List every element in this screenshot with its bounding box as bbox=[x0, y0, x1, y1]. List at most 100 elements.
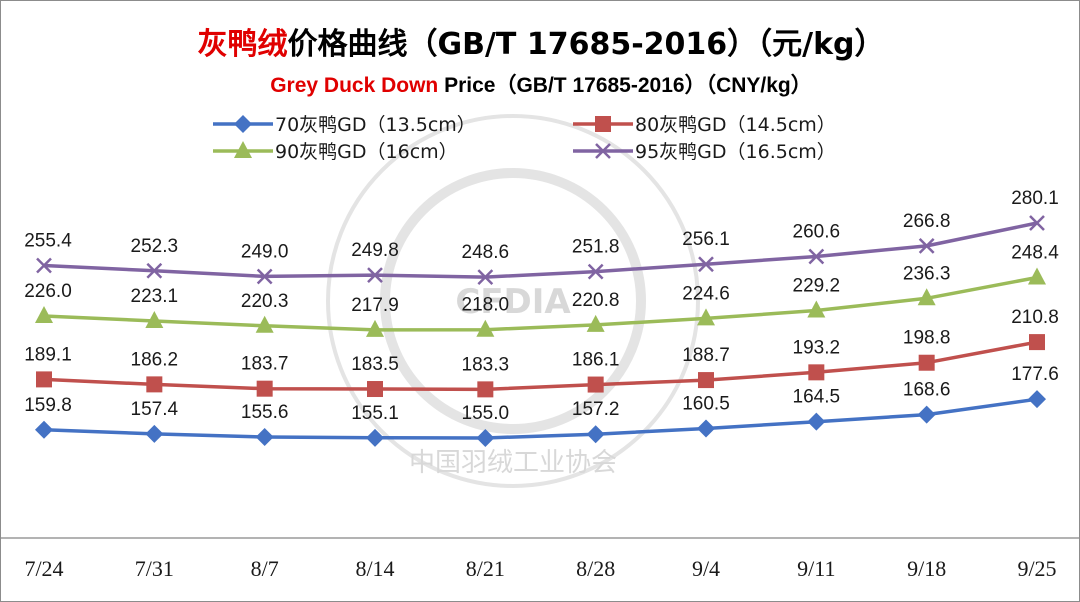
chart-subtitle: Grey Duck Down Price（GB/T 17685-2016）（CN… bbox=[1, 69, 1080, 99]
data-label: 157.4 bbox=[131, 399, 179, 420]
data-point bbox=[256, 268, 273, 285]
data-label: 229.2 bbox=[793, 275, 841, 296]
data-label: 220.3 bbox=[241, 291, 289, 312]
data-point bbox=[587, 376, 604, 393]
data-label: 260.6 bbox=[793, 222, 841, 243]
data-point bbox=[807, 300, 826, 318]
legend-label: 90灰鸭GD（16cm） bbox=[275, 141, 458, 163]
data-label: 255.4 bbox=[24, 230, 72, 251]
data-label: 256.1 bbox=[682, 229, 730, 250]
data-point bbox=[586, 425, 605, 444]
data-point bbox=[255, 315, 274, 333]
data-point bbox=[35, 305, 53, 323]
series-line bbox=[43, 275, 1038, 332]
data-label: 155.6 bbox=[241, 402, 289, 423]
data-label: 252.3 bbox=[131, 236, 179, 257]
data-label: 248.4 bbox=[1011, 242, 1059, 263]
data-label: 188.7 bbox=[682, 345, 730, 366]
data-point bbox=[36, 371, 52, 388]
x-tick-label: 9/18 bbox=[907, 556, 946, 581]
title-highlight: 灰鸭绒 bbox=[197, 27, 288, 62]
data-point bbox=[807, 412, 826, 431]
data-label: 280.1 bbox=[1011, 188, 1059, 209]
data-label: 157.2 bbox=[572, 399, 620, 420]
data-label: 159.8 bbox=[24, 395, 72, 416]
data-label: 251.8 bbox=[572, 237, 620, 258]
series-4: 255.4 252.3 249.0 249.8 248.6 251.8 256.1 260.6… bbox=[24, 188, 1059, 286]
data-point bbox=[1028, 267, 1046, 285]
data-point bbox=[917, 405, 936, 424]
data-point bbox=[1029, 334, 1045, 351]
data-point bbox=[477, 269, 494, 286]
data-point bbox=[918, 237, 935, 254]
series-line bbox=[43, 221, 1038, 279]
data-point bbox=[35, 420, 53, 439]
data-point bbox=[586, 314, 605, 332]
data-label: 226.0 bbox=[24, 281, 72, 302]
data-label: 236.3 bbox=[903, 263, 951, 284]
watermark-logo-text: CFDIA bbox=[455, 282, 571, 322]
data-label: 155.1 bbox=[351, 403, 399, 424]
data-label: 224.6 bbox=[682, 283, 730, 304]
subtitle-text: Price（GB/T 17685-2016）（CNY/kg） bbox=[438, 74, 812, 97]
data-point bbox=[36, 257, 52, 274]
chart-title: 灰鸭绒价格曲线（GB/T 17685-2016）（元/kg） bbox=[1, 19, 1080, 63]
data-point bbox=[918, 354, 935, 371]
data-point bbox=[808, 364, 825, 381]
data-label: 220.8 bbox=[572, 290, 620, 311]
data-label: 193.2 bbox=[793, 337, 841, 358]
data-label: 186.1 bbox=[572, 350, 620, 371]
data-label: 198.8 bbox=[903, 328, 951, 349]
x-axis: 7/24 7/31 8/7 8/14 8/21 8/28 9/4 9/11 9/18 9/25 bbox=[1, 537, 1079, 581]
data-point bbox=[697, 308, 715, 326]
x-tick-label: 9/25 bbox=[1017, 556, 1056, 581]
data-label: 155.0 bbox=[462, 403, 510, 424]
x-tick-label: 7/31 bbox=[135, 556, 174, 581]
data-label: 183.7 bbox=[241, 354, 289, 375]
data-point bbox=[476, 319, 495, 337]
data-point bbox=[1028, 390, 1046, 409]
data-point bbox=[256, 380, 273, 397]
legend-item: 70灰鸭GD（13.5cm） bbox=[213, 114, 476, 136]
data-point bbox=[366, 319, 384, 337]
legend-item: 90灰鸭GD（16cm） bbox=[213, 141, 458, 163]
legend-item: 80灰鸭GD（14.5cm） bbox=[573, 114, 836, 136]
legend-item: 95灰鸭GD（16.5cm） bbox=[573, 141, 836, 163]
x-tick-label: 8/14 bbox=[355, 556, 394, 581]
legend-label: 70灰鸭GD（13.5cm） bbox=[275, 114, 476, 136]
data-point bbox=[698, 256, 714, 273]
series-line bbox=[43, 397, 1038, 440]
x-tick-label: 9/11 bbox=[797, 556, 835, 581]
data-point bbox=[808, 248, 825, 265]
legend-label: 80灰鸭GD（14.5cm） bbox=[635, 114, 836, 136]
title-text: 价格曲线（GB/T 17685-2016）（元/kg） bbox=[287, 27, 885, 62]
data-point bbox=[366, 428, 384, 447]
data-point bbox=[698, 372, 714, 389]
data-label: 186.2 bbox=[131, 349, 179, 370]
data-point bbox=[917, 288, 936, 306]
legend-marker bbox=[234, 115, 252, 133]
data-label: 210.8 bbox=[1011, 307, 1059, 328]
data-point bbox=[145, 424, 164, 443]
legend: 70灰鸭GD（13.5cm） 80灰鸭GD（14.5cm） 90灰鸭GD（16cm）… bbox=[213, 114, 836, 163]
data-label: 223.1 bbox=[131, 286, 179, 307]
legend-label: 95灰鸭GD（16.5cm） bbox=[635, 141, 836, 163]
data-point bbox=[587, 263, 604, 280]
x-tick-label: 8/7 bbox=[251, 556, 279, 581]
data-point bbox=[145, 310, 164, 328]
data-label: 168.6 bbox=[903, 380, 951, 401]
data-label: 249.0 bbox=[241, 241, 289, 262]
x-tick-label: 8/28 bbox=[576, 556, 615, 581]
data-point bbox=[476, 429, 495, 447]
data-point bbox=[367, 381, 383, 398]
data-point bbox=[477, 381, 494, 398]
series-1: 159.8 157.4 155.6 155.1 155.0 157.2 160.5 164.5… bbox=[24, 364, 1059, 447]
watermark-seal: CFDIA 中国羽绒工业协会 bbox=[326, 114, 700, 488]
data-label: 217.9 bbox=[351, 295, 399, 316]
data-label: 266.8 bbox=[903, 211, 951, 232]
series-3: 226.0 223.1 220.3 217.9 218.0 220.8 224.6 229.2… bbox=[24, 242, 1059, 337]
data-point bbox=[697, 419, 715, 438]
legend-marker bbox=[234, 141, 252, 158]
